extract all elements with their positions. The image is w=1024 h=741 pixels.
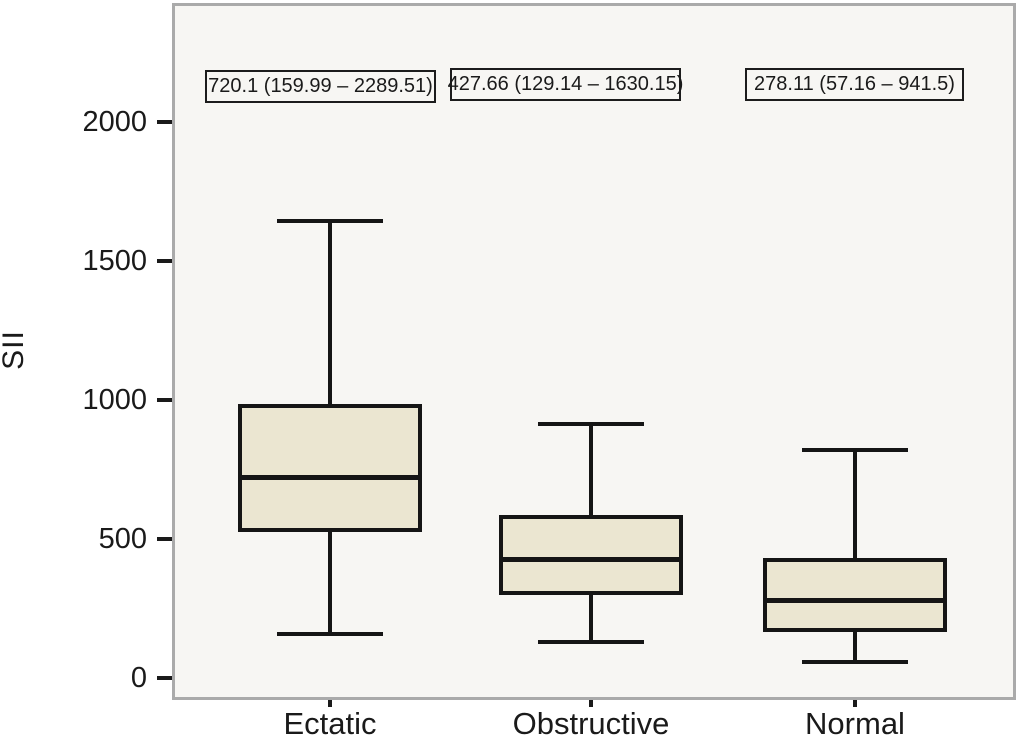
y-tick-mark [157, 120, 172, 124]
y-tick-label: 500 [98, 523, 147, 555]
y-tick-mark [157, 676, 172, 680]
x-tick-mark [853, 700, 857, 707]
x-category-label: Obstructive [512, 706, 670, 741]
x-tick-mark [589, 700, 593, 707]
whisker-cap-top [802, 448, 908, 453]
y-tick-mark [157, 398, 172, 402]
whisker-cap-top [277, 218, 383, 223]
iqr-box [238, 404, 422, 533]
whisker-cap-bottom [802, 660, 908, 665]
y-tick-label: 1500 [82, 245, 147, 277]
median-line [499, 556, 683, 562]
iqr-box [499, 515, 683, 595]
annotation-box-ectatic: 720.1 (159.99 – 2289.51) [205, 70, 436, 103]
x-tick-mark [328, 700, 332, 707]
iqr-box [763, 558, 947, 633]
median-line [763, 598, 947, 604]
y-tick-label: 2000 [82, 106, 147, 138]
whisker-cap-bottom [277, 631, 383, 636]
annotation-box-normal: 278.11 (57.16 – 941.5) [745, 68, 964, 101]
x-category-label: Normal [805, 706, 905, 741]
y-tick-mark [157, 259, 172, 263]
y-tick-label: 0 [130, 662, 147, 694]
whisker-cap-bottom [538, 639, 644, 644]
whisker-cap-top [538, 421, 644, 426]
y-tick-mark [157, 537, 172, 541]
y-tick-label: 1000 [82, 384, 147, 416]
y-axis-title: SII [0, 330, 30, 370]
x-category-label: Ectatic [283, 706, 377, 741]
annotation-box-obstructive: 427.66 (129.14 – 1630.15) [448, 68, 683, 101]
whisker-stem [853, 450, 857, 663]
median-line [238, 475, 422, 481]
